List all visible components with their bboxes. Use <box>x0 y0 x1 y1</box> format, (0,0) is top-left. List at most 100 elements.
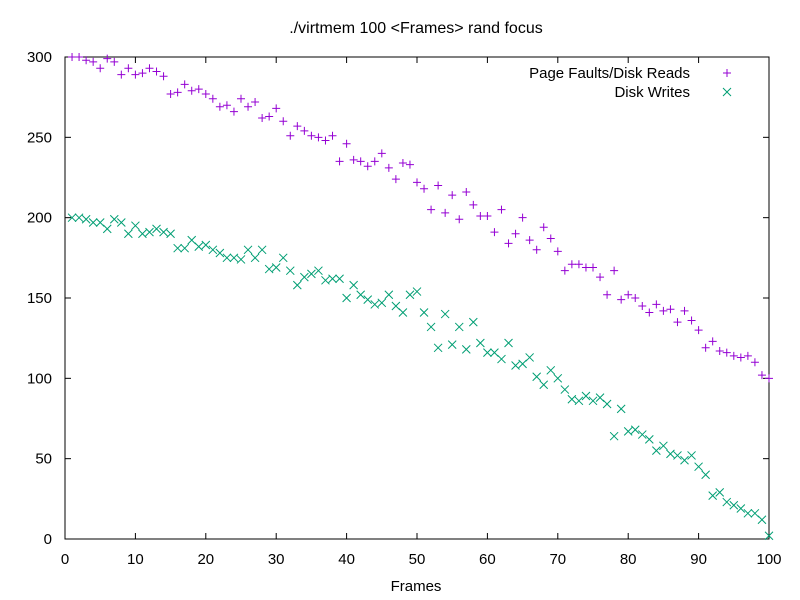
page-fault-point <box>610 266 619 275</box>
page-fault-point <box>476 212 485 221</box>
legend-marker-disk-writes <box>722 87 732 97</box>
disk-write-point <box>81 214 91 224</box>
page-fault-point <box>413 178 421 187</box>
disk-write-point <box>764 531 774 541</box>
page-fault-point <box>617 295 626 304</box>
disk-write-point <box>616 404 626 414</box>
page-fault-point <box>377 149 386 158</box>
disk-write-point <box>447 340 457 349</box>
disk-write-point <box>750 508 760 518</box>
disk-write-point <box>574 396 584 406</box>
page-fault-point <box>258 114 267 123</box>
y-tick-label: 300 <box>27 49 52 66</box>
page-fault-point <box>187 86 196 95</box>
disk-write-point <box>208 245 218 255</box>
legend-label-page-faults: Page Faults/Disk Reads <box>529 65 690 82</box>
page-fault-point <box>525 236 534 245</box>
disk-write-point <box>659 441 668 451</box>
page-fault-point <box>405 160 414 169</box>
disk-write-point <box>328 274 337 284</box>
disk-write-point <box>440 309 450 319</box>
page-fault-point <box>314 133 323 142</box>
disk-write-point <box>173 243 182 253</box>
page-fault-point <box>117 70 126 79</box>
page-fault-point <box>673 318 682 327</box>
disk-write-point <box>483 348 492 357</box>
y-tick-label: 200 <box>27 210 52 227</box>
disk-write-point <box>666 449 675 459</box>
disk-write-point <box>468 317 478 327</box>
page-fault-point <box>166 89 175 98</box>
page-fault-point <box>462 187 471 196</box>
disk-write-point <box>722 497 732 507</box>
page-fault-point <box>363 162 372 171</box>
disk-write-point <box>581 391 591 401</box>
disk-write-point <box>95 218 105 227</box>
page-fault-point <box>722 348 731 357</box>
page-fault-point <box>293 122 302 131</box>
page-fault-point <box>687 316 696 325</box>
disk-write-point <box>384 290 394 300</box>
disk-write-point <box>250 253 260 263</box>
page-fault-point <box>715 347 724 356</box>
page-fault-point <box>89 57 98 66</box>
page-fault-point <box>743 351 752 360</box>
disk-write-point <box>630 425 640 435</box>
disk-write-point <box>194 242 204 251</box>
disk-write-point <box>307 269 316 279</box>
page-fault-point <box>483 212 492 221</box>
page-fault-point <box>145 64 154 73</box>
page-fault-point <box>82 56 91 65</box>
page-fault-point <box>103 54 112 63</box>
page-fault-point <box>138 69 147 78</box>
page-fault-point <box>208 94 217 103</box>
disk-write-point <box>300 272 309 282</box>
disk-write-point <box>180 243 190 253</box>
page-fault-point <box>173 88 182 97</box>
y-tick-label: 100 <box>27 370 52 387</box>
page-fault-point <box>567 260 576 269</box>
page-fault-point <box>539 223 548 232</box>
disk-write-point <box>476 338 485 348</box>
axis-ticks: 0 10 20 30 40 50 60 70 80 90 100 0 50 100 150 200 250 300 <box>27 49 782 568</box>
disk-write-point <box>138 229 147 239</box>
disk-write-point <box>215 248 225 258</box>
x-tick-label: 50 <box>409 551 426 568</box>
disk-write-point <box>553 373 563 383</box>
page-fault-point <box>589 263 597 272</box>
disk-write-point <box>497 354 506 364</box>
plot-frame <box>64 56 770 540</box>
y-tick-label: 250 <box>27 129 52 146</box>
disk-write-point <box>356 290 366 300</box>
page-fault-point <box>328 131 337 140</box>
disk-write-point <box>433 343 443 353</box>
disk-write-point <box>278 253 288 263</box>
page-fault-point <box>159 72 168 81</box>
page-fault-point <box>560 266 569 275</box>
page-fault-point <box>68 53 77 61</box>
page-fault-point <box>237 94 245 103</box>
disk-write-point <box>743 508 753 518</box>
y-tick-label: 50 <box>35 451 52 468</box>
disk-write-point <box>637 430 647 439</box>
disk-write-point <box>370 300 380 309</box>
disk-write-point <box>152 224 161 234</box>
page-fault-point <box>757 371 766 380</box>
disk-write-point <box>236 255 246 264</box>
disk-write-point <box>546 365 556 375</box>
page-fault-point <box>244 102 253 111</box>
page-fault-point <box>152 67 161 76</box>
page-fault-point <box>279 117 288 126</box>
page-fault-point <box>638 302 647 311</box>
page-fault-point <box>434 181 443 190</box>
disk-write-point <box>229 253 239 263</box>
page-fault-point <box>222 101 231 110</box>
disk-write-point <box>321 275 330 285</box>
page-fault-point <box>131 70 140 79</box>
page-fault-point <box>694 326 703 335</box>
page-fault-point <box>286 131 295 140</box>
page-fault-point <box>574 260 583 269</box>
x-tick-label: 90 <box>690 551 707 568</box>
page-fault-point <box>307 131 316 140</box>
disk-write-point <box>518 359 527 369</box>
